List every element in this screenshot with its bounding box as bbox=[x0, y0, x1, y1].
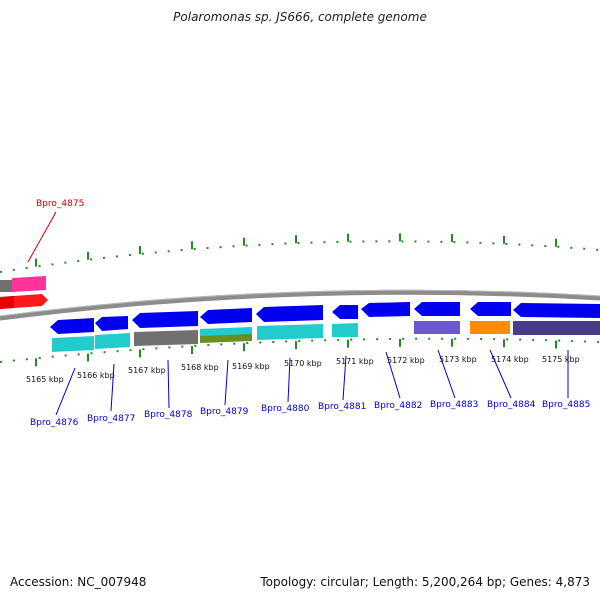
gene-label[interactable]: Bpro_4882 bbox=[374, 401, 422, 411]
gene-arrow[interactable] bbox=[50, 318, 94, 334]
leader-line bbox=[385, 351, 401, 399]
gene-arrow[interactable] bbox=[256, 305, 323, 322]
kbp-label: 5174 kbp bbox=[491, 355, 529, 364]
kbp-label: 5170 kbp bbox=[284, 359, 322, 368]
outer-tick-track bbox=[0, 240, 600, 273]
cog-block[interactable] bbox=[470, 321, 510, 334]
cog-block[interactable] bbox=[52, 336, 94, 352]
inner-tick-track bbox=[0, 337, 600, 363]
kbp-label: 5169 kbp bbox=[232, 362, 270, 371]
kbp-label: 5167 kbp bbox=[128, 366, 166, 375]
gene-label[interactable]: Bpro_4884 bbox=[487, 400, 536, 410]
kbp-label: 5172 kbp bbox=[387, 356, 425, 365]
genome-backbone bbox=[0, 289, 600, 321]
leader-line bbox=[110, 363, 115, 412]
kbp-label: 5173 kbp bbox=[439, 355, 477, 364]
gene-label[interactable]: Bpro_4877 bbox=[87, 414, 135, 424]
highlight-leader-line bbox=[27, 211, 57, 263]
gene-label[interactable]: Bpro_4885 bbox=[542, 400, 590, 410]
gene-label[interactable]: Bpro_4876 bbox=[30, 418, 79, 428]
gene-block[interactable] bbox=[12, 276, 46, 292]
gene-arrow[interactable] bbox=[95, 316, 128, 331]
leader-line bbox=[437, 349, 456, 399]
cog-block[interactable] bbox=[513, 321, 600, 335]
gene-arrow[interactable] bbox=[200, 308, 252, 324]
cog-block[interactable] bbox=[95, 333, 130, 349]
reverse-strand-genes bbox=[50, 302, 600, 334]
cog-block[interactable] bbox=[332, 323, 358, 337]
gene-label[interactable]: Bpro_4878 bbox=[144, 410, 193, 420]
inner-minor-ticks bbox=[0, 337, 600, 363]
kbp-label: 5166 kbp bbox=[77, 371, 115, 380]
gene-arrow[interactable] bbox=[361, 302, 410, 317]
gene-labels: Bpro_4875 Bpro_4876 Bpro_4877 Bpro_4878 … bbox=[30, 199, 590, 428]
gene-arrow[interactable] bbox=[470, 302, 511, 316]
major-ticks bbox=[35, 233, 557, 367]
cog-block[interactable] bbox=[257, 324, 323, 340]
genome-stats: Topology: circular; Length: 5,200,264 bp… bbox=[260, 575, 590, 589]
gene-label[interactable]: Bpro_4879 bbox=[200, 407, 249, 417]
gene-arrow[interactable] bbox=[513, 303, 600, 318]
cog-block[interactable] bbox=[414, 321, 460, 334]
gene-label[interactable]: Bpro_4880 bbox=[261, 404, 310, 414]
gene-arrow[interactable] bbox=[0, 296, 14, 309]
kbp-label: 5171 kbp bbox=[336, 357, 374, 366]
cog-category-blocks bbox=[52, 321, 600, 352]
gene-arrow[interactable] bbox=[414, 302, 460, 316]
kbp-label: 5168 kbp bbox=[181, 363, 219, 372]
genome-backbone-highlight bbox=[0, 289, 600, 317]
gene-block[interactable] bbox=[0, 280, 12, 292]
gene-leader-lines bbox=[55, 349, 569, 416]
kbp-scale: 5165 kbp 5166 kbp 5167 kbp 5168 kbp 5169… bbox=[26, 355, 580, 384]
leader-line bbox=[287, 357, 291, 403]
gene-label[interactable]: Bpro_4883 bbox=[430, 400, 478, 410]
forward-strand-genes bbox=[0, 276, 48, 309]
leader-line bbox=[489, 349, 512, 399]
gene-arrow[interactable] bbox=[132, 311, 198, 328]
kbp-label: 5175 kbp bbox=[542, 355, 580, 364]
leader-line bbox=[342, 355, 347, 401]
leader-line bbox=[55, 367, 76, 416]
gene-arrow[interactable] bbox=[332, 305, 358, 319]
cog-block[interactable] bbox=[200, 334, 252, 343]
page-title: Polaromonas sp. JS666, complete genome bbox=[173, 10, 427, 24]
accession-info: Accession: NC_007948 bbox=[10, 575, 147, 589]
cog-block[interactable] bbox=[134, 330, 198, 346]
kbp-label: 5165 kbp bbox=[26, 375, 64, 384]
gene-label[interactable]: Bpro_4881 bbox=[318, 402, 366, 412]
outer-minor-ticks bbox=[0, 240, 600, 273]
gene-label-highlight[interactable]: Bpro_4875 bbox=[36, 199, 84, 209]
leader-line bbox=[167, 359, 170, 409]
leader-line bbox=[224, 359, 229, 406]
